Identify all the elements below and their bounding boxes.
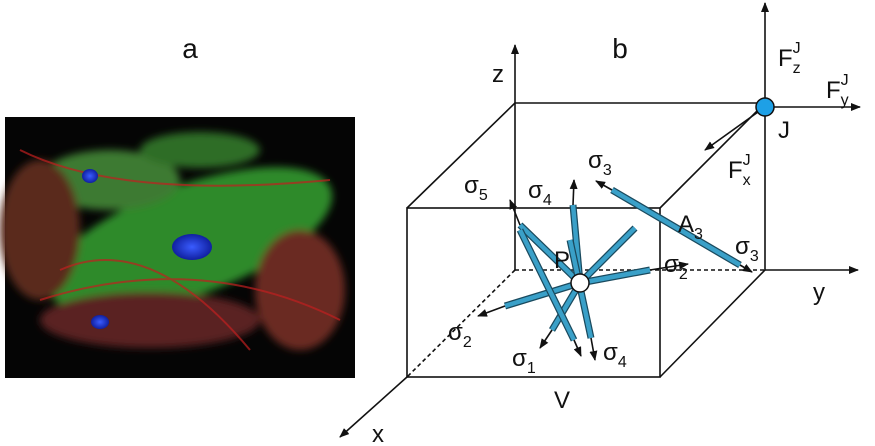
- label-base: σ: [735, 233, 750, 260]
- label-base: σ: [588, 147, 603, 174]
- arrow: [591, 338, 595, 360]
- label-sub: 2: [463, 334, 472, 351]
- volume-label: V: [554, 387, 570, 414]
- force-label: FxJ: [728, 152, 751, 189]
- arrow: [574, 340, 581, 356]
- axis-label: z: [492, 61, 504, 88]
- label-sub: 5: [479, 187, 488, 204]
- label-base: σ: [464, 172, 479, 199]
- arrow: [573, 180, 574, 205]
- label-sub: 4: [543, 192, 552, 209]
- label-sup: J: [743, 152, 751, 169]
- panel-label: a: [182, 33, 198, 64]
- arrow: [740, 265, 752, 272]
- label-base: F: [728, 157, 743, 184]
- stress-label: σ4: [603, 339, 627, 371]
- joint-node: [756, 98, 774, 116]
- micrograph: [0, 117, 355, 378]
- force-label: FzJ: [778, 40, 801, 77]
- label-sup: J: [793, 40, 801, 57]
- arrow: [596, 181, 612, 190]
- label-base: σ: [512, 345, 527, 372]
- point-node: [571, 274, 589, 292]
- stress-label: σ2: [664, 251, 688, 283]
- label-base: σ: [664, 251, 679, 278]
- panel-label: b: [612, 33, 628, 64]
- label-sub: z: [793, 60, 801, 77]
- joint-label: J: [778, 117, 790, 144]
- axis-label: y: [813, 279, 825, 306]
- label-base: F: [826, 77, 841, 104]
- force-label: FyJ: [826, 72, 849, 109]
- label-base: σ: [448, 319, 463, 346]
- stress-label: σ5: [464, 172, 488, 204]
- label-sub: y: [841, 92, 849, 109]
- arrow: [540, 330, 552, 348]
- label-sub: 3: [750, 248, 759, 265]
- stress-label: σ4: [528, 177, 552, 209]
- axis-label: x: [372, 421, 384, 446]
- label-sub: 1: [527, 360, 536, 377]
- label-sub: 2: [679, 266, 688, 283]
- label-sub: 3: [694, 226, 703, 243]
- label-sub: 4: [618, 354, 627, 371]
- label-base: A: [678, 211, 694, 238]
- figure: a b z y x V P J FzJFyJFxJA3σ5σ4σ3σ3σ2σ2σ…: [0, 0, 875, 446]
- label-sup: J: [841, 72, 849, 89]
- stress-label: σ1: [512, 345, 536, 377]
- label-base: F: [778, 45, 793, 72]
- stress-label: σ3: [588, 147, 612, 179]
- label-base: σ: [603, 339, 618, 366]
- label-base: σ: [528, 177, 543, 204]
- point-label: P: [554, 247, 570, 274]
- label-sub: 3: [603, 162, 612, 179]
- arrow: [478, 306, 505, 316]
- label-sub: x: [743, 172, 751, 189]
- stress-label: σ2: [448, 319, 472, 351]
